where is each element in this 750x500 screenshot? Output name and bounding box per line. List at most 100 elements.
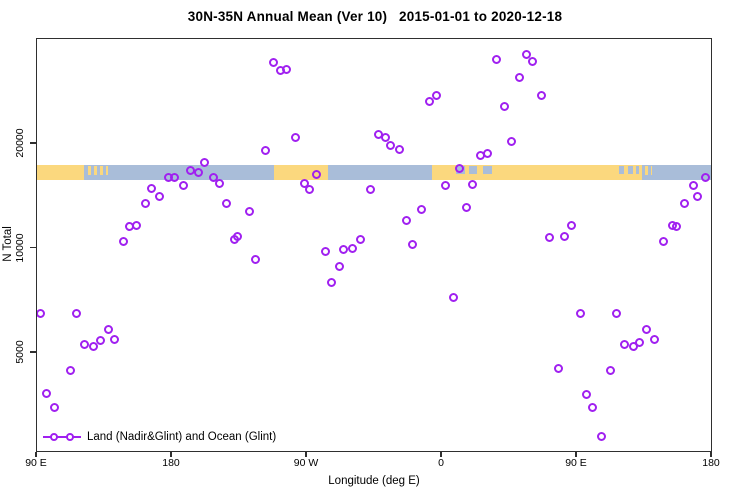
data-point [514, 72, 524, 82]
data-point [88, 341, 98, 351]
data-point [441, 181, 451, 191]
data-point [72, 308, 82, 318]
data-point [222, 199, 232, 209]
data-point [334, 261, 344, 271]
data-point [355, 234, 365, 244]
data-point [582, 389, 592, 399]
ocean-speck-segment [628, 165, 633, 174]
land-speck-segment [106, 165, 108, 175]
data-point [169, 173, 179, 183]
data-point [606, 365, 616, 375]
data-point [576, 309, 586, 319]
x-tick-label: 0 [438, 457, 444, 469]
data-point [537, 90, 547, 100]
data-point [688, 181, 698, 191]
land-speck-segment [644, 165, 648, 175]
y-tick-label: 20000 [14, 128, 26, 158]
data-point [424, 97, 434, 107]
data-point [468, 180, 478, 190]
data-point [103, 324, 113, 334]
x-axis-label: Longitude (deg E) [328, 475, 420, 487]
data-point [147, 184, 157, 194]
data-point [261, 145, 271, 155]
x-tick-mark [710, 452, 712, 457]
data-point [312, 169, 322, 179]
data-point [522, 49, 532, 59]
data-point [499, 101, 509, 111]
x-tick-mark [170, 452, 172, 457]
land-segment [37, 165, 85, 180]
data-point [178, 181, 188, 191]
data-point [612, 308, 622, 318]
land-speck-segment [94, 165, 97, 175]
data-point [544, 233, 554, 243]
y-tick-label: 10000 [14, 232, 26, 263]
land-speck-segment [88, 165, 91, 175]
data-point [327, 277, 337, 287]
legend-circle-icon [66, 433, 74, 441]
data-point [649, 334, 659, 344]
x-tick-label: 90 W [293, 457, 319, 469]
data-point [304, 185, 314, 195]
data-point [118, 237, 128, 247]
data-point [492, 54, 502, 64]
data-point [700, 173, 710, 183]
x-tick-label: 180 [162, 457, 180, 469]
data-point [385, 141, 395, 151]
data-point [339, 245, 349, 255]
legend-circle-icon [50, 433, 58, 441]
legend-label: Land (Nadir&Glint) and Ocean (Glint) [87, 431, 277, 443]
ocean-speck-segment [635, 165, 639, 174]
data-point [96, 336, 106, 345]
data-point [109, 334, 119, 344]
data-point [381, 133, 391, 142]
x-tick-label: 180 [702, 457, 720, 469]
ocean-speck-segment [469, 165, 477, 174]
data-point [394, 145, 404, 155]
data-point [66, 365, 76, 375]
y-axis-label: N Total [2, 226, 14, 262]
data-point [37, 308, 46, 318]
chart-title: 30N-35N Annual Mean (Ver 10) 2015-01-01 … [187, 9, 563, 24]
legend-line [43, 435, 81, 439]
data-point [42, 388, 52, 398]
data-point [141, 199, 151, 209]
data-point [366, 185, 376, 195]
legend: Land (Nadir&Glint) and Ocean (Glint) [43, 431, 276, 443]
data-point [49, 402, 59, 412]
data-point [321, 246, 331, 256]
data-point [567, 221, 577, 231]
data-point [483, 149, 493, 159]
y-tick-label: 5000 [14, 340, 26, 364]
data-point [619, 339, 629, 349]
data-point [507, 136, 517, 146]
data-point [658, 237, 668, 247]
data-point [679, 199, 689, 209]
data-point [559, 231, 569, 241]
data-point [597, 432, 607, 442]
data-point [408, 240, 418, 250]
data-point [634, 337, 644, 347]
legend-marker-icon [43, 431, 81, 443]
land-speck-segment [100, 165, 103, 175]
data-point [282, 64, 292, 74]
data-point [250, 254, 260, 264]
y-tick-mark [30, 351, 36, 353]
data-point [244, 207, 254, 217]
data-point [208, 173, 218, 183]
x-tick-label: 90 E [565, 457, 587, 469]
data-point [348, 243, 358, 253]
data-point [588, 402, 598, 412]
y-tick-mark [30, 246, 36, 249]
data-point [448, 292, 458, 302]
data-point [693, 191, 703, 201]
data-point [462, 202, 472, 212]
data-point [672, 222, 682, 232]
ocean-speck-segment [482, 165, 492, 174]
x-tick-mark [440, 452, 442, 457]
land-speck-segment [650, 165, 652, 175]
data-point [214, 179, 224, 189]
data-point [79, 339, 89, 349]
data-point [417, 205, 427, 214]
data-point [291, 133, 301, 142]
